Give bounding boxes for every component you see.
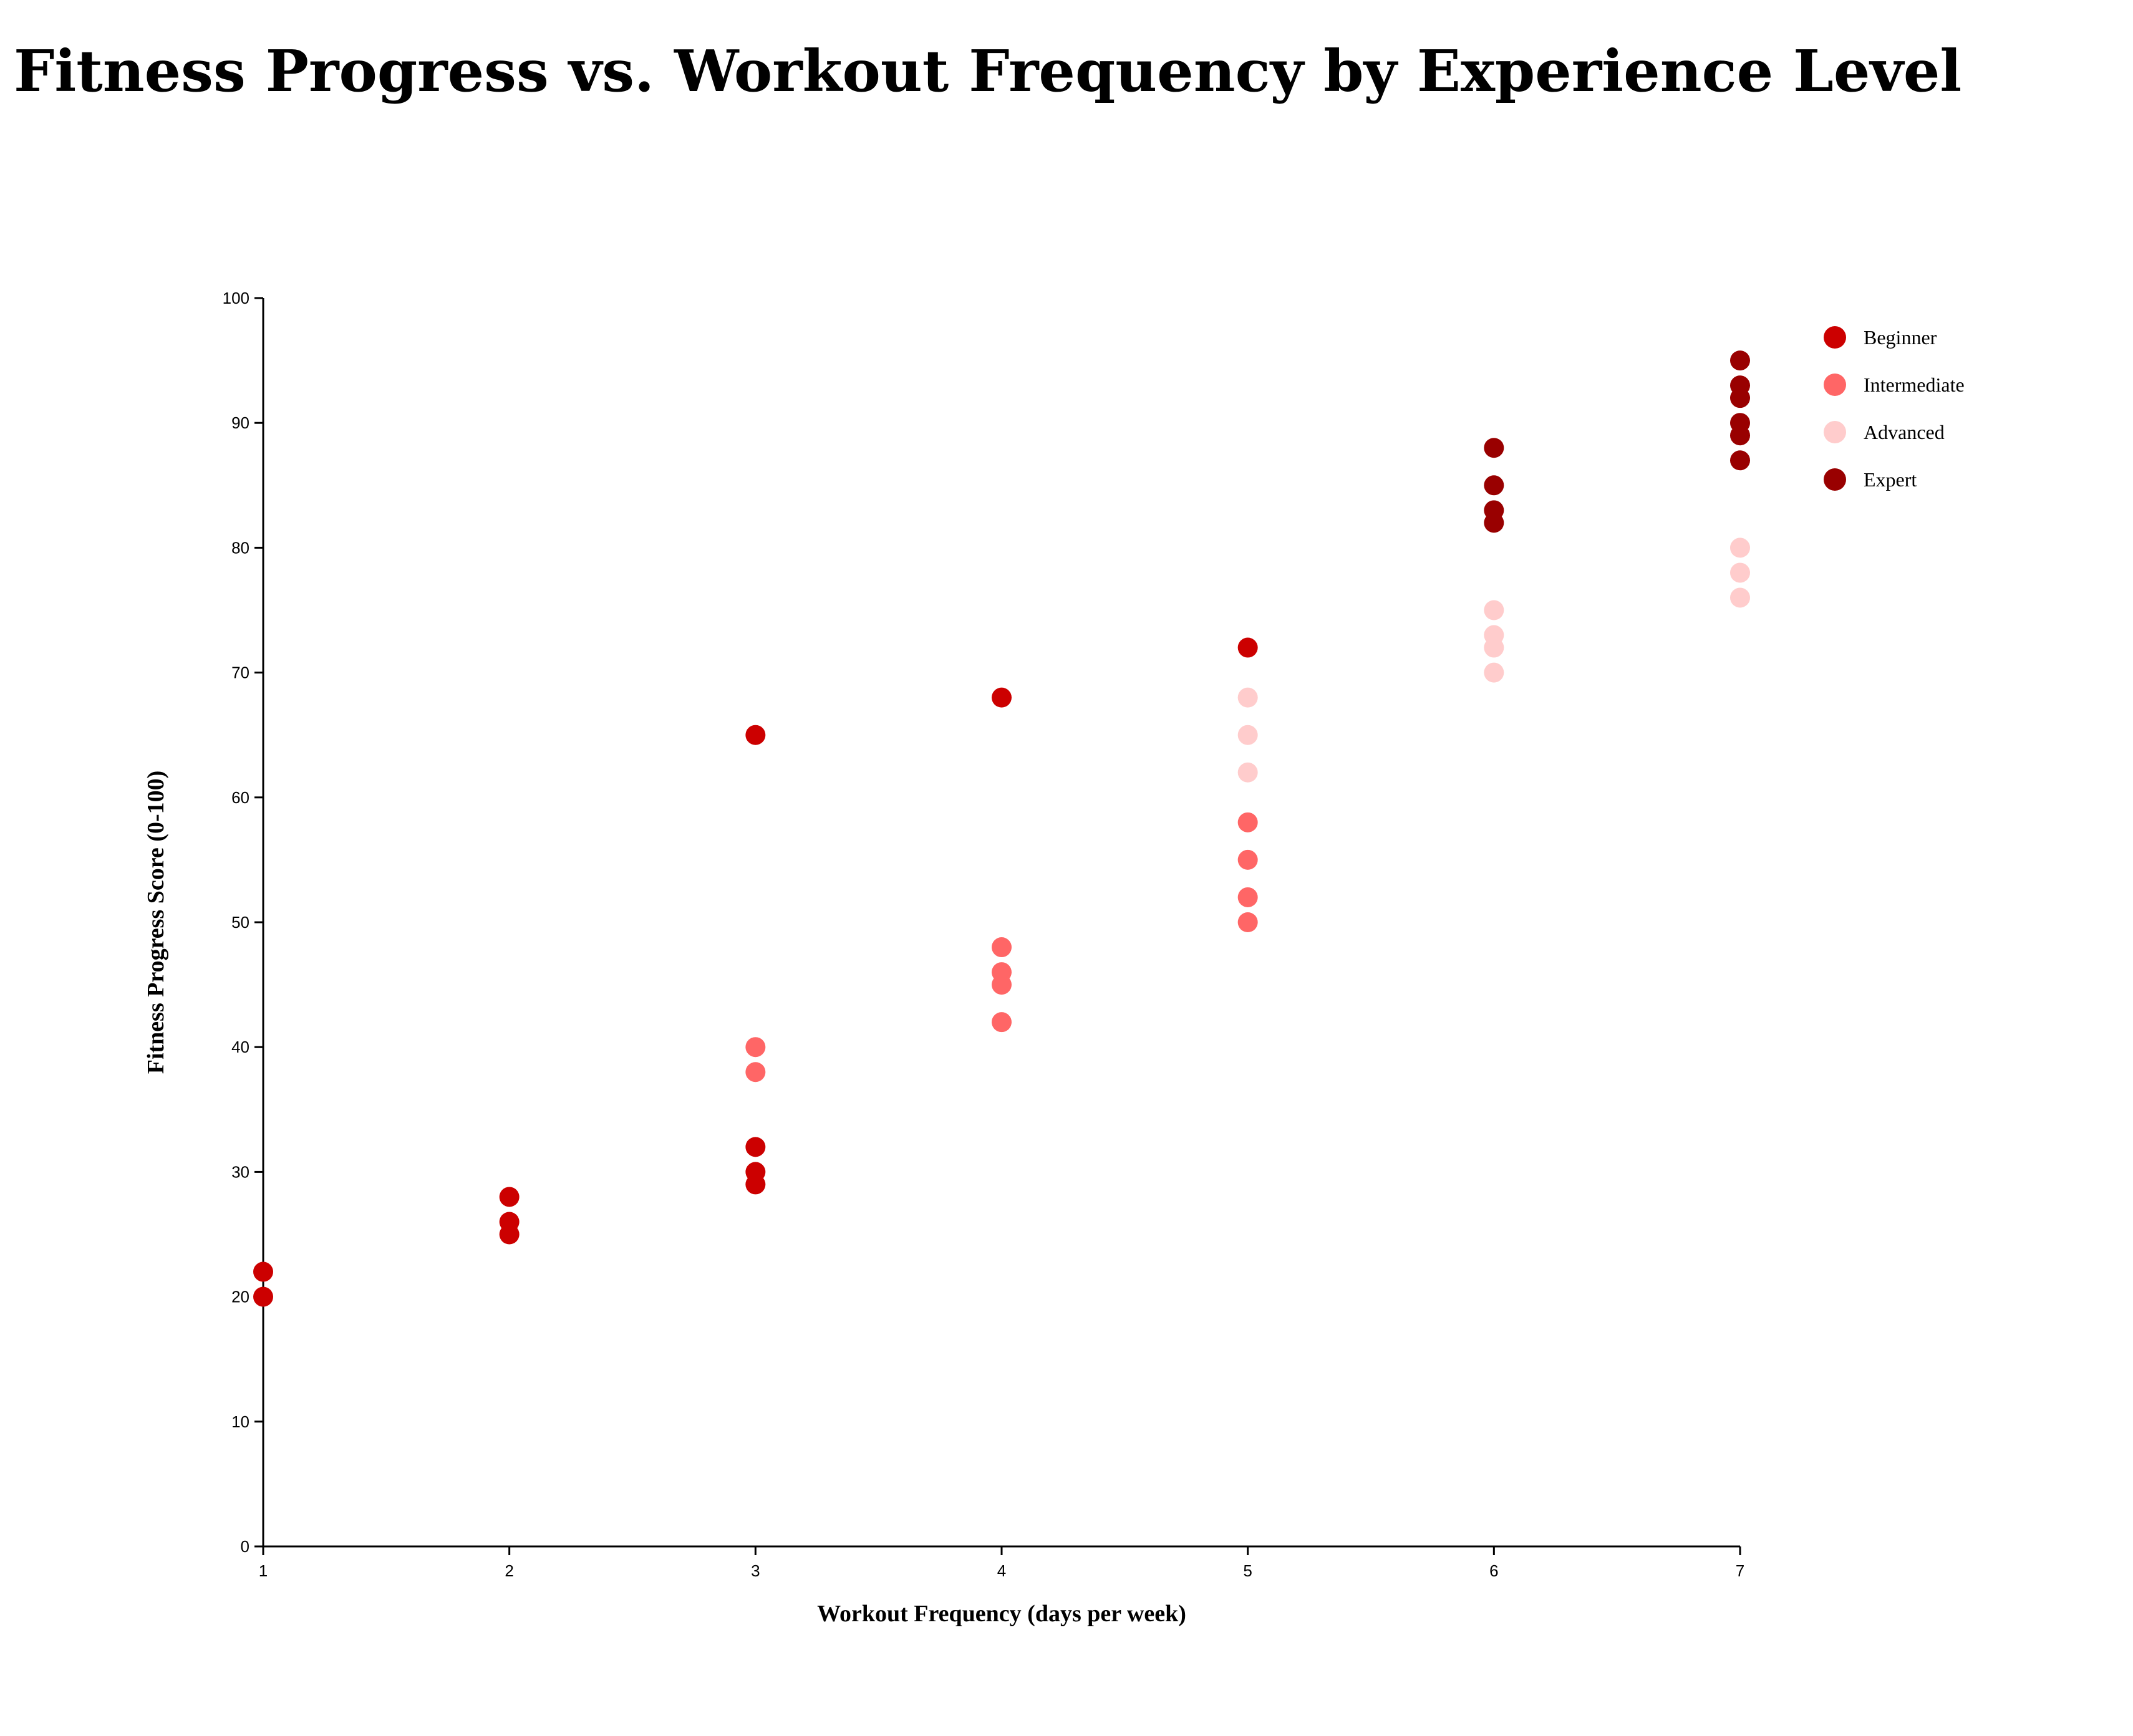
- legend-label: Intermediate: [1864, 374, 1965, 396]
- data-point: [1237, 912, 1258, 932]
- data-point: [992, 687, 1012, 708]
- data-point: [745, 1037, 766, 1058]
- series-advanced: [1237, 538, 1750, 783]
- data-point: [1237, 812, 1258, 832]
- data-point: [745, 1062, 766, 1083]
- x-axis: 1 2 3 4 5 6 7: [259, 1545, 1744, 1580]
- legend-item-advanced: Advanced: [1824, 421, 1945, 443]
- data-points: [253, 350, 1750, 1307]
- legend-marker: [1824, 374, 1846, 396]
- y-tick-label: 40: [231, 1038, 249, 1056]
- chart-title: Fitness Progress vs. Workout Frequency b…: [14, 37, 1962, 105]
- data-point: [253, 1261, 273, 1282]
- x-tick-label: 4: [997, 1561, 1006, 1580]
- y-tick-label: 70: [231, 663, 249, 682]
- data-point: [1730, 450, 1750, 471]
- data-point: [1237, 687, 1258, 708]
- data-point: [253, 1286, 273, 1307]
- data-point: [1730, 413, 1750, 433]
- x-tick-label: 1: [259, 1561, 268, 1580]
- data-point: [992, 937, 1012, 958]
- y-axis-title: Fitness Progress Score (0-100): [143, 771, 169, 1074]
- data-point: [1484, 438, 1504, 458]
- y-tick-label: 30: [231, 1162, 249, 1181]
- series-intermediate: [745, 812, 1258, 1083]
- y-tick-label: 100: [223, 289, 249, 307]
- data-point: [745, 1137, 766, 1157]
- data-point: [745, 1162, 766, 1182]
- y-tick-label: 20: [231, 1288, 249, 1306]
- data-point: [1237, 887, 1258, 907]
- data-point: [992, 962, 1012, 983]
- data-point: [1237, 762, 1258, 783]
- legend-label: Advanced: [1864, 421, 1945, 443]
- data-point: [499, 1212, 520, 1232]
- data-point: [1730, 562, 1750, 583]
- x-tick-label: 2: [505, 1561, 513, 1580]
- legend-label: Beginner: [1864, 326, 1937, 349]
- y-tick-label: 60: [231, 788, 249, 807]
- data-point: [1730, 375, 1750, 396]
- data-point: [499, 1187, 520, 1207]
- series-expert: [1484, 350, 1750, 533]
- y-tick-label: 80: [231, 538, 249, 557]
- data-point: [745, 725, 766, 745]
- legend-marker: [1824, 421, 1846, 443]
- data-point: [1484, 662, 1504, 683]
- data-point: [992, 1012, 1012, 1033]
- data-point: [1484, 500, 1504, 521]
- data-point: [1484, 600, 1504, 620]
- data-point: [1730, 587, 1750, 608]
- data-point: [1730, 350, 1750, 371]
- legend-item-beginner: Beginner: [1824, 326, 1937, 349]
- y-tick-label: 0: [241, 1537, 249, 1556]
- legend: Beginner Intermediate Advanced Expert: [1824, 326, 1965, 491]
- x-tick-label: 7: [1736, 1561, 1744, 1580]
- legend-item-intermediate: Intermediate: [1824, 374, 1965, 396]
- data-point: [1237, 637, 1258, 658]
- data-point: [1484, 625, 1504, 645]
- x-tick-label: 5: [1243, 1561, 1252, 1580]
- data-point: [1237, 849, 1258, 870]
- x-tick-label: 6: [1489, 1561, 1498, 1580]
- legend-label: Expert: [1864, 468, 1917, 491]
- y-axis: 0 10 20 30 40 50 60 70 80 90 100: [223, 289, 264, 1556]
- legend-marker: [1824, 326, 1846, 349]
- data-point: [1484, 475, 1504, 496]
- y-tick-label: 90: [231, 413, 249, 432]
- y-tick-label: 50: [231, 913, 249, 932]
- data-point: [1730, 538, 1750, 558]
- y-tick-label: 10: [231, 1412, 249, 1431]
- x-axis-title: Workout Frequency (days per week): [817, 1601, 1186, 1627]
- series-beginner: [253, 637, 1258, 1307]
- data-point: [1237, 725, 1258, 745]
- legend-item-expert: Expert: [1824, 468, 1917, 491]
- x-tick-label: 3: [751, 1561, 760, 1580]
- legend-marker: [1824, 468, 1846, 491]
